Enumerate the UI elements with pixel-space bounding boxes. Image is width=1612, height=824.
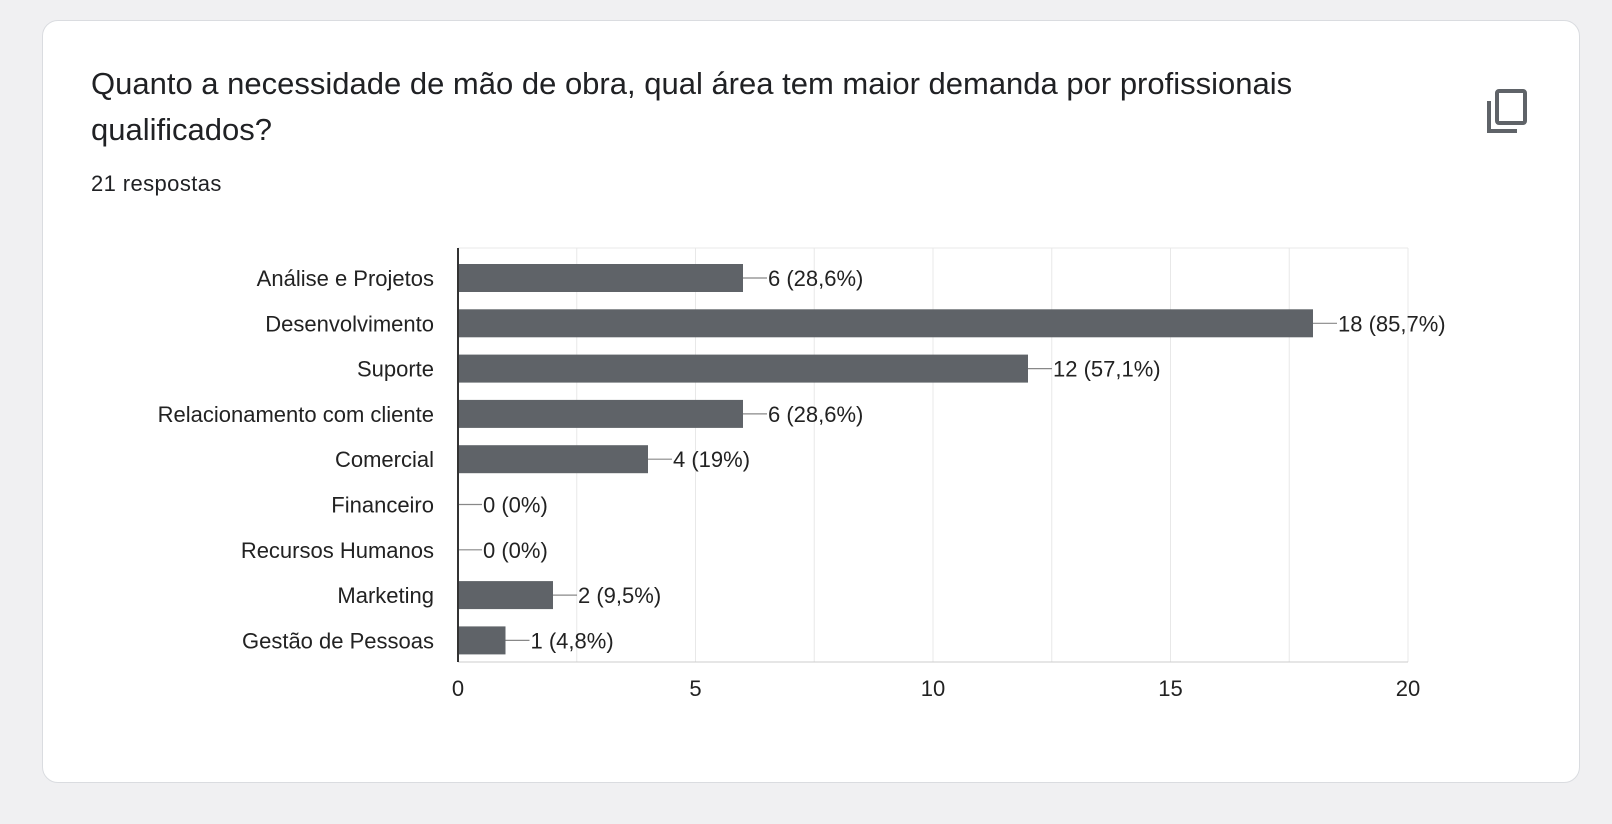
category-label: Análise e Projetos	[257, 266, 434, 291]
category-label: Comercial	[335, 447, 434, 472]
category-label: Desenvolvimento	[265, 311, 434, 336]
category-label: Financeiro	[331, 493, 434, 518]
data-label: 0 (0%)	[483, 538, 548, 563]
data-label: 6 (28,6%)	[768, 402, 863, 427]
data-label: 0 (0%)	[483, 493, 548, 518]
category-label: Recursos Humanos	[241, 538, 434, 563]
bar	[458, 399, 743, 428]
category-label: Relacionamento com cliente	[158, 402, 434, 427]
x-tick-label: 0	[452, 676, 464, 701]
data-label: 12 (57,1%)	[1053, 357, 1161, 382]
copy-chart-button[interactable]	[1483, 87, 1531, 137]
bar	[458, 581, 553, 610]
bar	[458, 309, 1313, 338]
data-label: 18 (85,7%)	[1338, 311, 1446, 336]
data-label: 2 (9,5%)	[578, 583, 661, 608]
data-label: 6 (28,6%)	[768, 266, 863, 291]
x-tick-label: 10	[921, 676, 945, 701]
data-label: 4 (19%)	[673, 447, 750, 472]
copy-icon	[1487, 89, 1527, 133]
bar	[458, 626, 506, 655]
bar	[458, 264, 743, 292]
x-tick-label: 20	[1396, 676, 1420, 701]
category-label: Suporte	[357, 357, 434, 382]
response-count: 21 respostas	[91, 171, 222, 196]
question-card: Quanto a necessidade de mão de obra, qua…	[42, 20, 1580, 783]
category-label: Gestão de Pessoas	[242, 628, 434, 653]
category-label: Marketing	[337, 583, 434, 608]
x-tick-label: 5	[689, 676, 701, 701]
question-title: Quanto a necessidade de mão de obra, qua…	[91, 66, 1293, 147]
data-label: 1 (4,8%)	[531, 628, 614, 653]
bar	[458, 354, 1028, 383]
bar	[458, 445, 648, 474]
x-tick-label: 15	[1158, 676, 1182, 701]
